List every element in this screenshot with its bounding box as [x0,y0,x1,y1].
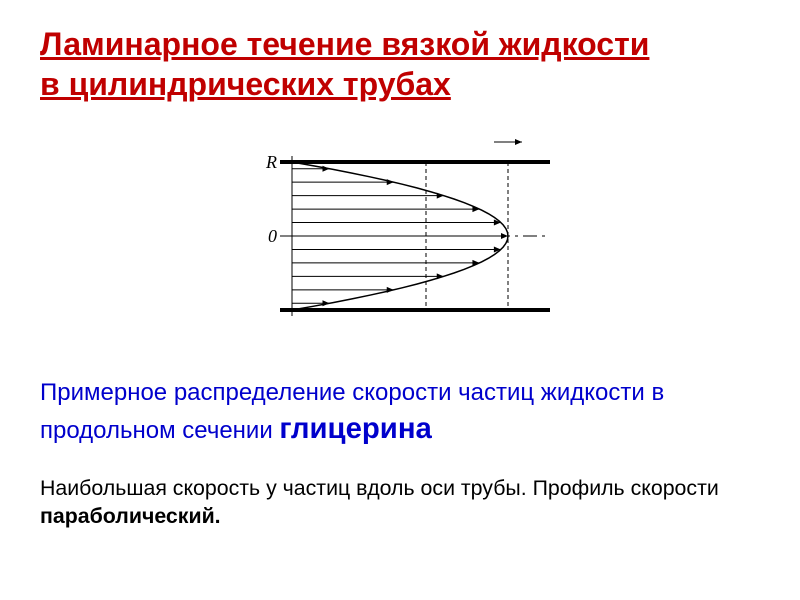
caption-highlight: глицерина [279,412,431,445]
slide-title: Ламинарное течение вязкой жидкости в цил… [40,24,760,104]
body-bold-tail: параболический. [40,504,221,528]
title-line-2: в цилиндрических трубах [40,64,760,104]
svg-text:0: 0 [268,226,277,246]
body-text: Наибольшая скорость у частиц вдоль оси т… [40,476,719,500]
title-line-1: Ламинарное течение вязкой жидкости [40,24,760,64]
velocity-profile-diagram: R0 [250,132,550,347]
body-note: Наибольшая скорость у частиц вдоль оси т… [40,475,760,530]
svg-text:R: R [265,152,277,172]
diagram-container: R0 [40,132,760,347]
diagram-caption: Примерное распределение скорости частиц … [40,377,700,449]
